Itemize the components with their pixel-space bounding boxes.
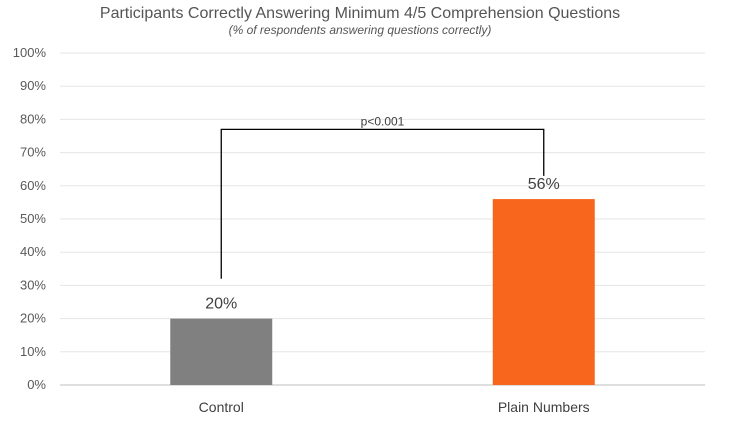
y-tick-label: 10% xyxy=(20,344,46,359)
bars xyxy=(170,199,595,385)
y-tick-label: 50% xyxy=(20,211,46,226)
gridlines xyxy=(60,52,705,386)
y-tick-label: 90% xyxy=(20,78,46,93)
x-category-label: Plain Numbers xyxy=(498,399,590,415)
data-label: 20% xyxy=(205,296,237,313)
y-tick-label: 100% xyxy=(13,45,47,60)
y-tick-label: 60% xyxy=(20,178,46,193)
y-tick-label: 0% xyxy=(27,377,46,392)
data-label: 56% xyxy=(528,176,560,193)
x-axis-categories: Control Plain Numbers xyxy=(199,399,590,415)
bar-control xyxy=(170,318,273,385)
bracket-line xyxy=(220,128,545,279)
y-tick-label: 40% xyxy=(20,244,46,259)
significance-bracket: p<0.001 xyxy=(220,114,545,279)
y-tick-label: 20% xyxy=(20,311,46,326)
chart-title: Participants Correctly Answering Minimum… xyxy=(100,5,620,22)
bar-plain-numbers xyxy=(492,199,595,385)
y-tick-label: 70% xyxy=(20,145,46,160)
y-tick-label: 30% xyxy=(20,277,46,292)
x-category-label: Control xyxy=(199,399,244,415)
p-value-annotation: p<0.001 xyxy=(361,114,405,128)
y-tick-label: 80% xyxy=(20,111,46,126)
chart-subtitle: (% of respondents answering questions co… xyxy=(229,23,492,37)
data-labels: 20% 56% xyxy=(205,176,560,313)
y-axis-ticks: 0% 10% 20% 30% 40% 50% 60% 70% 80% 90% 100% xyxy=(13,45,47,392)
